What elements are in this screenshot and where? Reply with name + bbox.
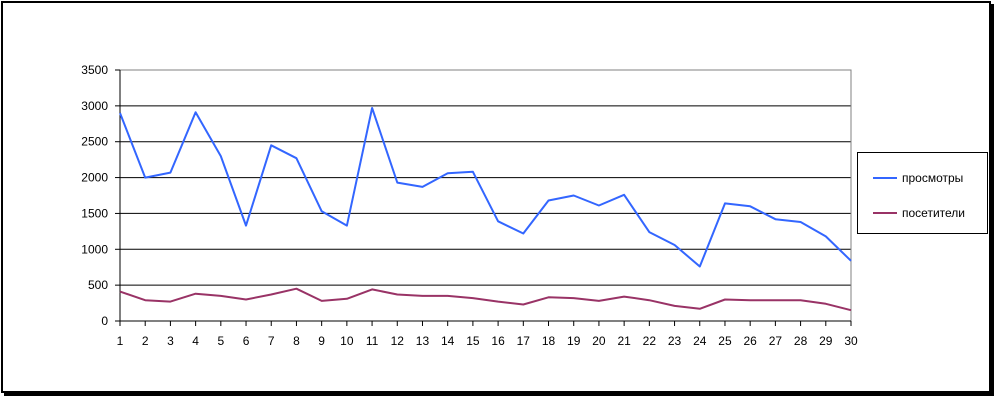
series-line-1 bbox=[119, 107, 852, 268]
x-tick-label: 22 bbox=[643, 334, 657, 348]
legend: просмотры посетители bbox=[857, 152, 988, 234]
y-tick-label: 1500 bbox=[81, 206, 108, 220]
x-tick-label: 11 bbox=[366, 334, 379, 348]
x-tick-label: 9 bbox=[318, 334, 325, 348]
legend-item-series-2: посетители bbox=[873, 205, 965, 221]
x-tick-label: 2 bbox=[142, 334, 149, 348]
x-tick-label: 3 bbox=[167, 334, 174, 348]
x-tick-label: 20 bbox=[592, 334, 606, 348]
legend-label-series-2: посетители bbox=[902, 206, 965, 220]
x-tick-label: 16 bbox=[491, 334, 505, 348]
x-tick-label: 12 bbox=[391, 334, 405, 348]
x-tick-label: 7 bbox=[268, 334, 275, 348]
x-tick-label: 30 bbox=[844, 334, 858, 348]
x-tick-label: 4 bbox=[192, 334, 199, 348]
series-line-2 bbox=[119, 287, 852, 312]
y-tick-label: 2500 bbox=[81, 135, 108, 149]
x-tick-label: 8 bbox=[293, 334, 300, 348]
x-tick-label: 21 bbox=[617, 334, 631, 348]
x-tick-label: 25 bbox=[718, 334, 732, 348]
x-tick-label: 19 bbox=[567, 334, 581, 348]
x-tick-label: 10 bbox=[340, 334, 354, 348]
series-lines bbox=[119, 107, 852, 312]
gridlines bbox=[120, 69, 851, 286]
y-tick-label: 0 bbox=[101, 314, 108, 328]
y-tick-label: 1000 bbox=[81, 242, 108, 256]
x-tick-label: 6 bbox=[243, 334, 250, 348]
legend-label-series-1: просмотры bbox=[902, 171, 964, 185]
x-tick-label: 26 bbox=[743, 334, 757, 348]
x-tick-label: 18 bbox=[542, 334, 556, 348]
x-tick-label: 13 bbox=[416, 334, 430, 348]
x-tick-label: 27 bbox=[769, 334, 783, 348]
chart-frame bbox=[1, 1, 991, 393]
x-tick-label: 28 bbox=[794, 334, 808, 348]
legend-swatch-series-1 bbox=[873, 177, 897, 179]
x-tick-label: 14 bbox=[441, 334, 455, 348]
x-tick-label: 23 bbox=[668, 334, 682, 348]
legend-item-series-1: просмотры bbox=[873, 170, 963, 186]
x-tick-label: 24 bbox=[693, 334, 707, 348]
x-tick-label: 1 bbox=[117, 334, 124, 348]
y-tick-label: 2000 bbox=[81, 171, 108, 185]
x-tick-label: 15 bbox=[466, 334, 480, 348]
x-tick-label: 17 bbox=[517, 334, 531, 348]
y-tick-label: 500 bbox=[88, 278, 108, 292]
x-tick-label: 5 bbox=[217, 334, 224, 348]
legend-swatch-series-2 bbox=[873, 212, 897, 214]
y-tick-label: 3500 bbox=[81, 63, 108, 77]
y-tick-label: 3000 bbox=[81, 99, 108, 113]
x-tick-label: 29 bbox=[819, 334, 833, 348]
